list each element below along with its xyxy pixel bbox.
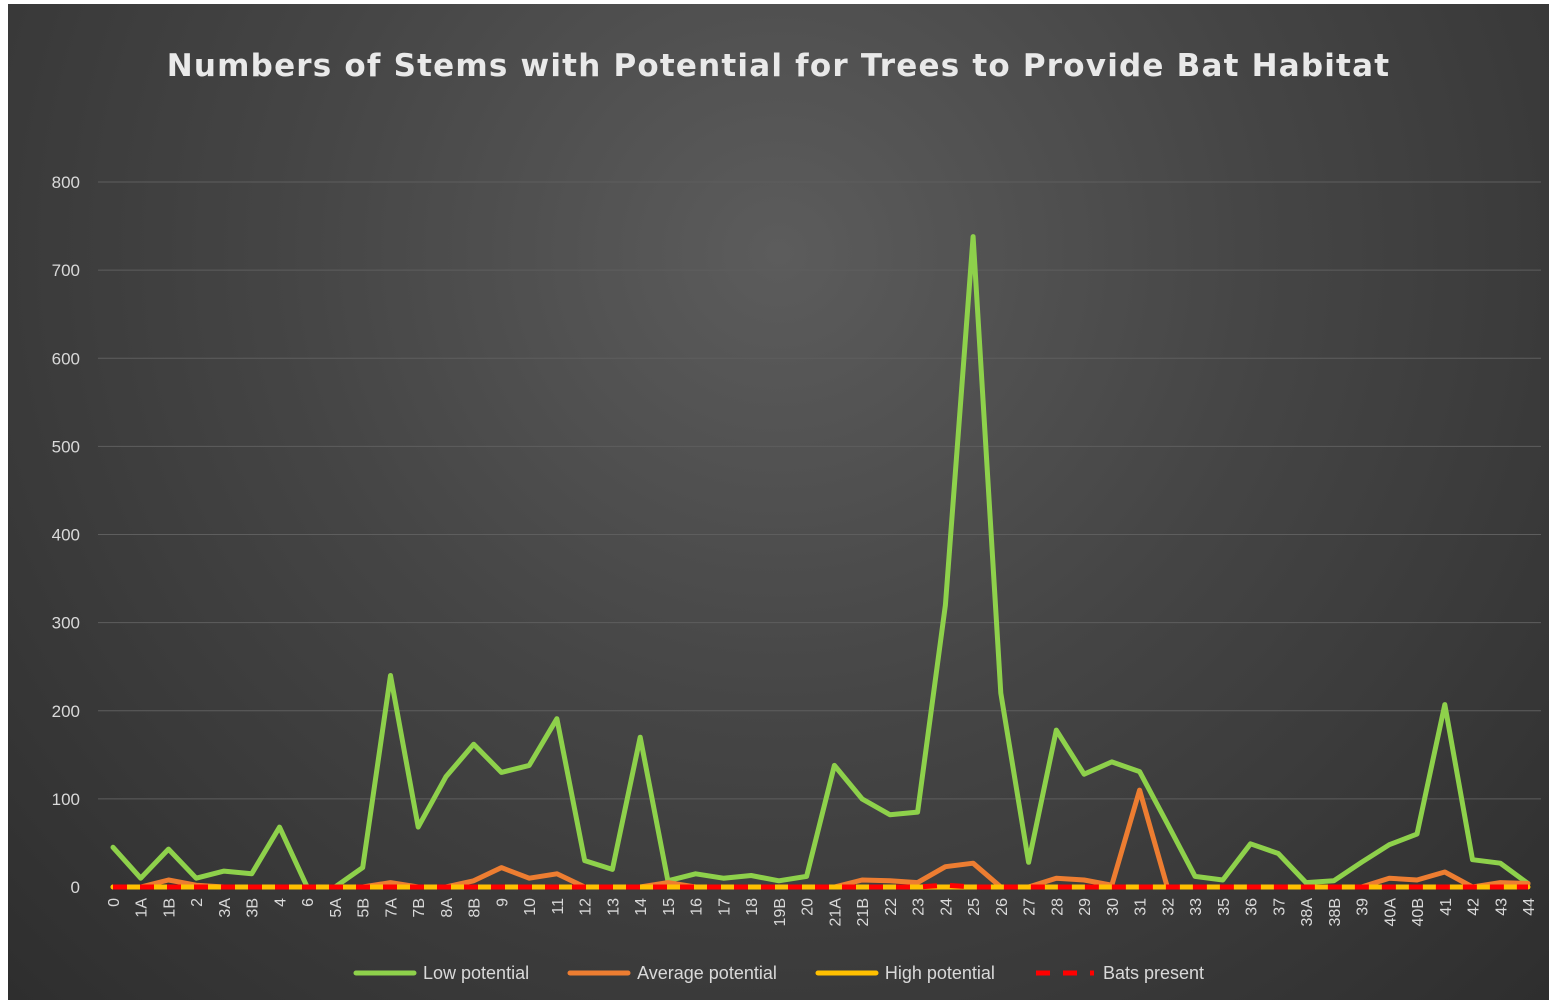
legend-item: High potential [815,962,995,984]
x-tick-label: 1B [161,898,178,918]
x-tick-label: 11 [550,898,567,915]
x-tick-label: 8B [467,898,484,918]
x-tick-label: 19B [772,898,789,926]
legend-label: Low potential [423,962,530,983]
x-tick-label: 4 [272,898,289,907]
x-tick-label: 3B [245,898,262,918]
x-tick-label: 42 [1466,898,1483,916]
x-tick-label: 26 [994,898,1011,916]
x-tick-label: 31 [1133,898,1150,916]
x-tick-label: 25 [966,898,983,916]
x-tick-label: 2 [189,898,206,907]
x-tick-label: 30 [1105,898,1122,916]
series-line-average-potential [110,787,1531,890]
x-tick-label: 5B [356,898,373,918]
x-tick-label: 23 [911,898,928,916]
x-tick-label: 44 [1521,898,1538,916]
legend-item: Low potential [353,962,529,984]
y-tick-label: 600 [52,349,80,368]
x-tick-label: 39 [1355,898,1372,916]
legend-item: Average potential [567,962,777,984]
x-tick-label: 13 [605,898,622,916]
x-tick-label: 3A [217,898,234,918]
x-tick-label: 10 [522,898,539,916]
series-line-bats-present [113,882,1528,890]
legend-label: Average potential [637,962,777,983]
chart-area: Numbers of Stems with Potential for Tree… [8,4,1549,1000]
series-line-low-potential [110,234,1531,890]
x-tick-label: 32 [1160,898,1177,916]
x-tick-label: 17 [716,898,733,916]
x-tick-label: 20 [800,898,817,916]
x-tick-label: 38B [1327,898,1344,926]
x-tick-label: 5A [328,898,345,918]
x-tick-label: 7A [383,898,400,918]
legend-item: Bats present [1033,962,1204,984]
x-tick-label: 41 [1438,898,1455,916]
x-tick-label: 29 [1077,898,1094,916]
x-tick-label: 8A [439,898,456,918]
legend-swatch [567,970,631,976]
x-tick-label: 18 [744,898,761,916]
y-tick-label: 0 [71,878,80,897]
x-tick-label: 37 [1271,898,1288,916]
legend-label: High potential [884,962,995,983]
legend-swatch [815,970,879,976]
y-tick-label: 200 [52,702,80,721]
legend-label: Bats present [1102,962,1204,983]
x-tick-label: 1A [134,898,151,918]
x-tick-label: 40B [1410,898,1427,926]
x-tick-label: 0 [106,898,123,907]
y-tick-label: 300 [52,614,80,633]
x-tick-label: 7B [411,898,428,918]
x-tick-label: 16 [689,898,706,916]
legend: Low potential Average potential High poten… [8,962,1549,984]
x-tick-label: 6 [300,898,317,907]
x-tick-label: 28 [1049,898,1066,916]
x-tick-label: 22 [883,898,900,916]
chart-title: Numbers of Stems with Potential for Tree… [166,48,1391,84]
legend-swatch [353,970,417,976]
x-tick-label: 35 [1216,898,1233,916]
x-tick-label: 40A [1382,898,1399,927]
y-tick-label: 800 [52,173,80,192]
y-tick-label: 500 [52,437,80,456]
x-tick-label: 21B [855,898,872,926]
x-tick-label: 12 [578,898,595,916]
y-tick-label: 700 [52,261,80,280]
x-tick-label: 38A [1299,898,1316,927]
x-tick-label: 21A [827,898,844,927]
x-tick-label: 9 [494,898,511,907]
plot-area: 0 100 200 300 400 500 600 700 800 0 1A 1B 2 3A 3B 4 6 5A… [52,173,1541,927]
x-tick-label: 43 [1493,898,1510,916]
x-tick-label: 36 [1244,898,1261,916]
x-tick-label: 33 [1188,898,1205,916]
x-tick-label: 24 [938,898,955,916]
x-tick-label: 27 [1022,898,1039,916]
x-tick-label: 14 [633,898,650,916]
x-tick-label: 15 [661,898,678,916]
legend-swatch [1035,970,1094,976]
y-tick-label: 400 [52,526,80,545]
y-tick-label: 100 [52,790,80,809]
